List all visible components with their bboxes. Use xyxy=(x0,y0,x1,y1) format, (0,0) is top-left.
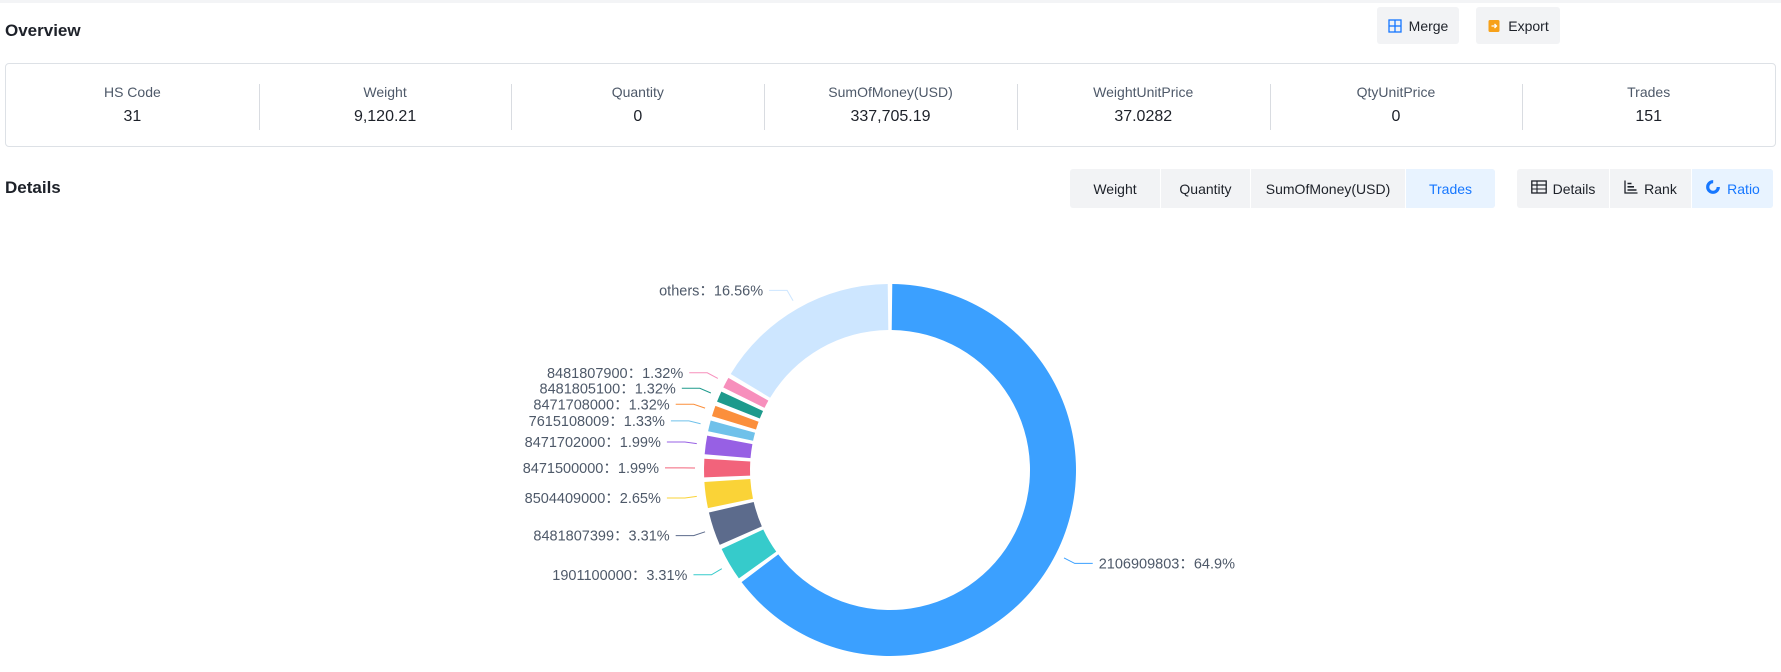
slice-label-2106909803: 2106909803：64.9% xyxy=(1099,556,1235,572)
slice-8481807399[interactable] xyxy=(708,502,762,545)
stat-quantity: Quantity 0 xyxy=(511,82,764,130)
leader-line-7615108009 xyxy=(670,420,701,425)
slice-8504409000[interactable] xyxy=(704,479,753,509)
stat-label: SumOfMoney(USD) xyxy=(828,83,953,100)
table-icon xyxy=(1530,180,1547,197)
stat-label: QtyUnitPrice xyxy=(1356,83,1436,100)
stat-label: Quantity xyxy=(611,83,664,100)
stat-label: HS Code xyxy=(103,83,161,100)
stat-trades: Trades 151 xyxy=(1522,82,1775,130)
leader-line-8471702000 xyxy=(666,441,697,445)
leader-line-8481807900 xyxy=(689,372,719,379)
tab-weight[interactable]: Weight xyxy=(1093,180,1137,197)
view-tab-label: Rank xyxy=(1644,180,1677,197)
overview-card: HS Code 31 Weight 9,120.21 Quantity 0 Su… xyxy=(5,63,1776,147)
stat-value: 9,120.21 xyxy=(353,107,417,125)
view-tab-details[interactable]: Details xyxy=(1517,169,1609,208)
stat-hs-code: HS Code 31 xyxy=(6,82,259,129)
slice-others[interactable] xyxy=(730,284,889,398)
ratio-donut-chart: 2106909803：64.9% 1901100000：3.31% 84818073… xyxy=(523,283,1235,656)
leader-line-8481807399 xyxy=(675,531,706,537)
details-title: Details xyxy=(5,178,61,197)
stat-sum-of-money: SumOfMoney(USD) 337,705.19 xyxy=(764,82,1017,130)
pie-chart-icon xyxy=(1705,179,1721,198)
leader-line-2106909803 xyxy=(1063,557,1093,564)
view-tab-rank[interactable]: Rank xyxy=(1609,169,1691,208)
slice-label-8481807399: 8481807399：3.31% xyxy=(533,529,669,545)
leader-line-1901100000 xyxy=(693,568,723,576)
tab-sum-of-money[interactable]: SumOfMoney(USD) xyxy=(1250,169,1405,208)
slice-label-8481807900: 8481807900：1.32% xyxy=(547,366,683,382)
stat-value: 151 xyxy=(1635,107,1663,125)
stat-qty-unit-price: QtyUnitPrice 0 xyxy=(1269,82,1523,130)
stat-value: 337,705.19 xyxy=(850,107,931,125)
slice-8471500000[interactable] xyxy=(703,458,751,478)
tab-trades[interactable]: Trades xyxy=(1405,169,1495,208)
stat-value: 0 xyxy=(1391,107,1401,125)
slice-label-1901100000: 1901100000：3.31% xyxy=(552,568,687,584)
metric-tabs: Weight Quantity SumOfMoney(USD) Trades xyxy=(1070,169,1495,208)
slice-label-8504409000: 8504409000：2.65% xyxy=(525,491,661,507)
slice-8481805100[interactable] xyxy=(717,391,764,419)
stat-value: 31 xyxy=(123,107,142,125)
slice-8471702000[interactable] xyxy=(704,435,753,459)
stat-weight: Weight 9,120.21 xyxy=(258,82,512,130)
slice-label-8471500000: 8471500000：1.99% xyxy=(523,461,659,477)
merge-icon xyxy=(1388,18,1402,33)
view-tab-label: Details xyxy=(1552,180,1596,197)
view-tabs: Details Rank Ratio xyxy=(1517,169,1773,208)
tab-quantity[interactable]: Quantity xyxy=(1160,169,1250,208)
top-divider xyxy=(0,0,1781,3)
slice-8481807900[interactable] xyxy=(723,377,769,408)
stat-label: WeightUnitPrice xyxy=(1093,83,1194,100)
slice-label-8481805100: 8481805100：1.32% xyxy=(540,381,676,397)
merge-button[interactable]: Merge xyxy=(1377,7,1459,44)
slice-8471708000[interactable] xyxy=(711,405,759,430)
leader-line-8481805100 xyxy=(681,387,712,394)
stat-label: Weight xyxy=(363,83,407,100)
export-icon xyxy=(1487,19,1501,33)
slice-label-8471702000: 8471702000：1.99% xyxy=(525,435,661,451)
leader-line-8471708000 xyxy=(675,403,706,409)
overview-title: Overview xyxy=(5,21,81,40)
slice-label-others: others：16.56% xyxy=(659,283,763,299)
slice-1901100000[interactable] xyxy=(721,529,777,579)
slice-label-8471708000: 8471708000：1.32% xyxy=(533,397,669,413)
leader-line-others xyxy=(769,289,794,302)
view-tab-ratio[interactable]: Ratio xyxy=(1691,169,1773,208)
export-label: Export xyxy=(1508,17,1549,34)
stat-weight-unit-price: WeightUnitPrice 37.0282 xyxy=(1016,82,1270,130)
bar-chart-icon xyxy=(1624,180,1638,197)
stat-label: Trades xyxy=(1627,83,1671,100)
stat-value: 0 xyxy=(633,107,643,125)
slice-label-7615108009: 7615108009：1.33% xyxy=(529,414,665,430)
stat-value: 37.0282 xyxy=(1114,107,1173,125)
leader-line-8504409000 xyxy=(666,495,697,499)
slice-7615108009[interactable] xyxy=(708,420,756,441)
view-tab-label: Ratio xyxy=(1727,180,1760,197)
merge-label: Merge xyxy=(1408,17,1449,34)
export-button[interactable]: Export xyxy=(1476,7,1560,44)
